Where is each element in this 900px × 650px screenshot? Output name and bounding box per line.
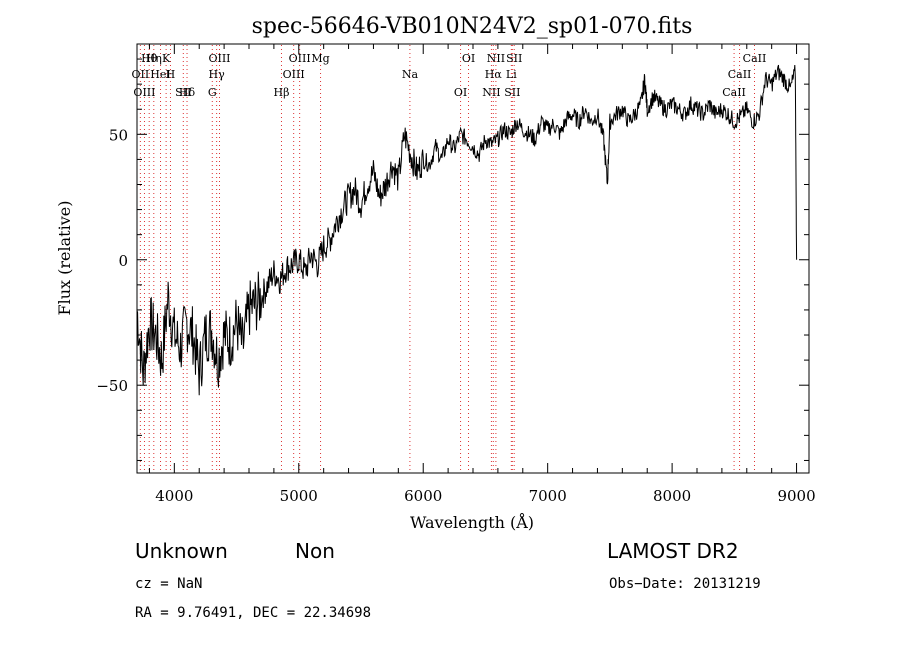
line-label: Hβ: [274, 86, 290, 99]
line-label: CaII: [722, 86, 746, 99]
line-label: Hδ: [179, 86, 196, 99]
spectrum-series-line: [136, 64, 798, 396]
line-label: H: [166, 68, 176, 81]
ra-dec-coordinates: RA = 9.76491, DEC = 22.34698: [135, 605, 372, 621]
line-label: Hη: [146, 52, 162, 65]
line-label: OIII: [133, 86, 155, 99]
line-label: Mg: [311, 52, 329, 65]
spectral-class: Unknown: [135, 539, 228, 563]
line-label: CaII: [743, 52, 767, 65]
line-label: K: [162, 52, 171, 65]
line-label: OI: [462, 52, 475, 65]
line-label: Hθ: [141, 52, 158, 65]
y-axis-label: Flux (relative): [55, 201, 74, 316]
y-tick-label: 0: [118, 252, 128, 270]
y-tick-label: −50: [96, 377, 128, 395]
spectral-line-labels: Hθ OII OIII K HeI SII Hη HHδ OIII Hγ G OIII OIII Hβ Mg…: [132, 52, 767, 99]
line-label: HeI: [150, 68, 170, 81]
line-label: OI: [454, 86, 467, 99]
line-label: SII: [506, 52, 522, 65]
line-label: OIII: [208, 52, 230, 65]
line-label: OII: [132, 68, 150, 81]
survey-name: LAMOST DR2: [607, 539, 739, 563]
line-label: Na: [402, 68, 419, 81]
line-label: CaII: [728, 68, 752, 81]
x-axis-ticks: 4000 5000 6000 7000 8000 9000: [148, 44, 816, 505]
x-axis-label: Wavelength (Å): [410, 512, 534, 532]
line-label: SII: [504, 86, 520, 99]
line-label: Li: [506, 68, 517, 81]
x-tick-label: 6000: [404, 487, 442, 505]
x-tick-label: 9000: [777, 487, 815, 505]
observation-date: Obs−Date: 20131219: [609, 576, 761, 592]
line-label: NII: [482, 86, 500, 99]
line-label: OIII: [283, 68, 305, 81]
line-label: Hγ: [209, 68, 226, 81]
line-label: Hα: [485, 68, 503, 81]
line-label: OIII: [289, 52, 311, 65]
y-axis-ticks: −50 0 50: [96, 58, 809, 461]
x-tick-label: 5000: [280, 487, 318, 505]
line-label: SII: [175, 86, 191, 99]
x-tick-label: 7000: [529, 487, 567, 505]
x-tick-label: 4000: [155, 487, 193, 505]
redshift-cz: cz = NaN: [135, 576, 203, 592]
line-label: G: [208, 86, 217, 99]
line-label: NII: [487, 52, 505, 65]
x-tick-label: 8000: [653, 487, 691, 505]
spectral-subclass: Non: [295, 539, 335, 563]
y-tick-label: 50: [109, 126, 128, 144]
chart-title: spec-56646-VB010N24V2_sp01-070.fits: [252, 14, 693, 39]
